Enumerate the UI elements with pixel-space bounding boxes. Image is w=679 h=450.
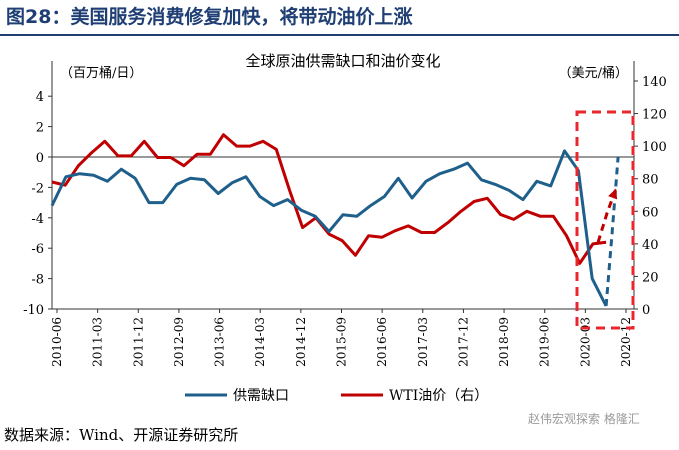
series-gap-line — [50, 149, 608, 307]
figure-title: 图28：美国服务消费修复加快，将带动油价上涨 — [6, 6, 413, 28]
x-axis-tick-label: 2020-12 — [619, 317, 633, 367]
x-axis-tick-label: 2018-09 — [497, 317, 511, 367]
source-note: 数据来源：Wind、开源证券研究所 — [4, 426, 239, 444]
projection-arrowhead — [608, 188, 618, 200]
right-axis-tick-label: 140 — [642, 75, 667, 90]
right-axis-tick-label: 60 — [642, 205, 659, 220]
legend-label-gap: 供需缺口 — [233, 388, 289, 404]
x-axis-tick-label: 2011-03 — [91, 317, 105, 367]
series-wti-projection — [596, 187, 618, 243]
right-axis-tick-label: 120 — [642, 108, 667, 123]
right-axis-unit: （美元/桶） — [559, 66, 628, 81]
left-axis-tick-label: -6 — [31, 242, 44, 257]
x-axis-tick-label: 2014-03 — [253, 317, 267, 367]
series-gap-projection — [604, 156, 620, 307]
x-axis-tick-label: 2013-06 — [213, 317, 227, 367]
left-axis-tick-label: 2 — [36, 121, 44, 136]
left-axis-tick-label: -8 — [31, 273, 44, 288]
left-axis-tick-label: -10 — [23, 303, 44, 318]
legend-label-wti: WTI油价（右） — [389, 388, 488, 404]
title-rule — [0, 34, 679, 36]
x-axis-tick-label: 2017-12 — [456, 317, 470, 367]
right-axis-tick-label: 100 — [642, 140, 667, 155]
x-axis-tick-label: 2016-06 — [375, 317, 389, 367]
x-axis-tick-label: 2014-12 — [294, 317, 308, 367]
x-axis-tick-label: 2010-06 — [50, 317, 64, 367]
x-axis-tick-label: 2020-03 — [578, 317, 592, 367]
left-axis-tick-label: 4 — [36, 90, 44, 105]
left-axis-tick-label: 0 — [36, 151, 44, 166]
x-axis-tick-label: 2017-03 — [416, 317, 430, 367]
x-axis-tick-label: 2011-12 — [131, 317, 145, 367]
right-axis-tick-label: 80 — [642, 173, 659, 188]
series-wti-line — [51, 133, 607, 265]
x-axis-tick-label: 2015-09 — [335, 317, 349, 367]
left-axis-tick-label: -4 — [31, 212, 44, 227]
left-axis-unit: （百万桶/日） — [60, 66, 142, 81]
right-axis-tick-label: 0 — [642, 303, 650, 318]
annotation-dashed-box — [575, 110, 635, 330]
watermark: 赵伟宏观探索 格隆汇 — [528, 412, 640, 426]
right-axis-tick-label: 40 — [642, 238, 659, 253]
left-axis-tick-label: -2 — [31, 181, 44, 196]
chart-title: 全球原油供需缺口和油价变化 — [245, 52, 440, 70]
x-axis-tick-label: 2019-06 — [538, 317, 552, 367]
x-axis-tick-label: 2012-09 — [172, 317, 186, 367]
right-axis-tick-label: 20 — [642, 270, 659, 285]
